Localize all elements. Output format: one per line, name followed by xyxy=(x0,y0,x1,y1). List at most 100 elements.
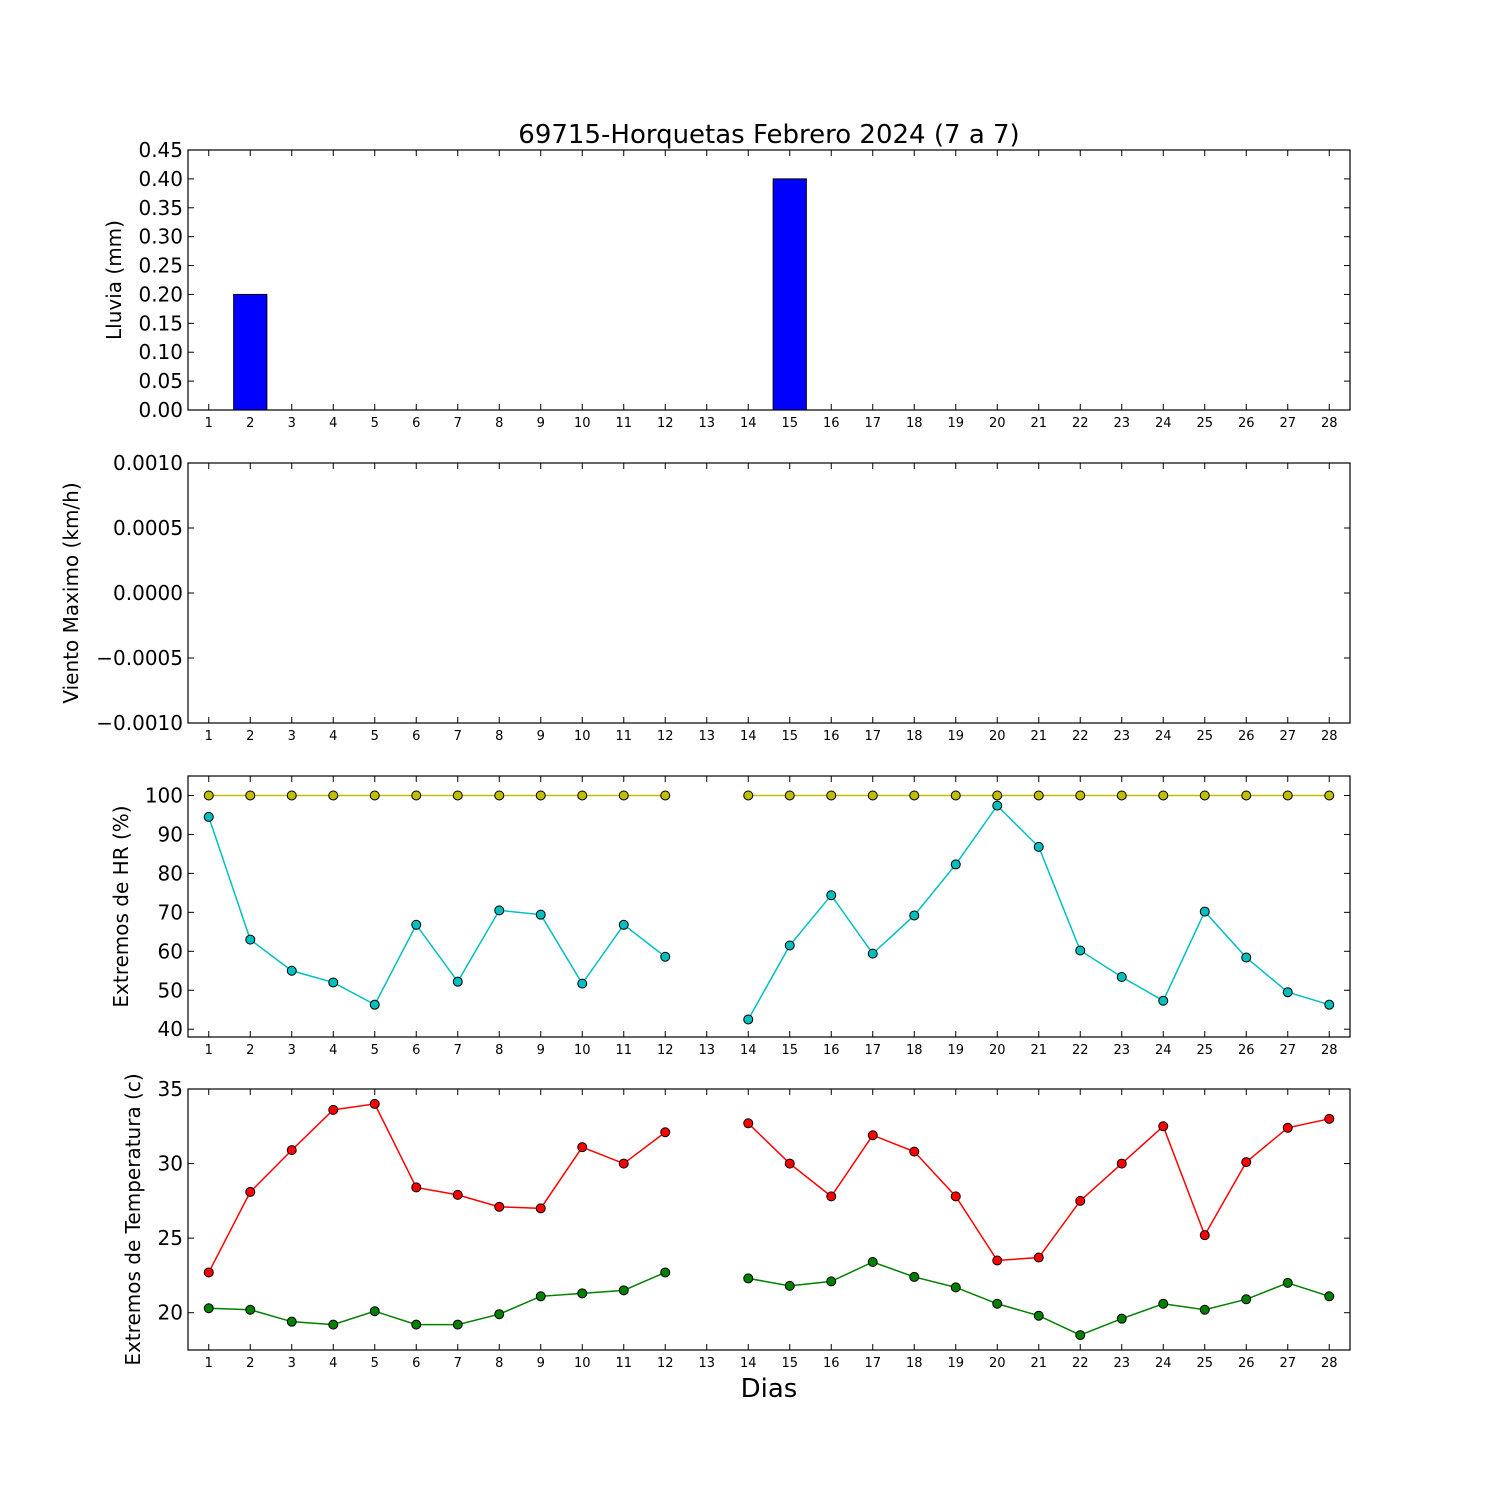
temp-min-point xyxy=(1116,1313,1127,1324)
hr-max-point xyxy=(826,790,837,801)
x-tick-label: 4 xyxy=(329,1043,337,1058)
x-tick-label: 6 xyxy=(412,416,420,431)
temp-max-point xyxy=(950,1191,961,1202)
x-tick-label: 9 xyxy=(537,416,545,431)
y-tick-label: 100 xyxy=(145,783,183,807)
hr-min-point xyxy=(992,800,1003,811)
hr-max-point xyxy=(328,790,339,801)
x-tick-label: 9 xyxy=(537,1043,545,1058)
temp-max-point xyxy=(203,1267,214,1278)
hr-max-point xyxy=(1075,790,1086,801)
y-tick-label: 0.0000 xyxy=(113,581,183,605)
x-tick-label: 2 xyxy=(246,416,254,431)
x-tick-label: 24 xyxy=(1155,1043,1172,1058)
x-tick-label: 23 xyxy=(1113,729,1130,744)
x-tick-label: 13 xyxy=(698,416,715,431)
temp-max-point xyxy=(743,1118,754,1129)
y-tick-label: 70 xyxy=(158,900,183,924)
y-axis-label: Lluvia (mm) xyxy=(102,220,126,340)
y-tick-label: 60 xyxy=(158,939,183,963)
x-tick-label: 20 xyxy=(989,1356,1006,1371)
hr-min-point xyxy=(1199,906,1210,917)
hr-max-point xyxy=(743,790,754,801)
x-tick-label: 7 xyxy=(454,1356,462,1371)
x-tick-label: 8 xyxy=(495,729,503,744)
y-tick-label: 80 xyxy=(158,861,183,885)
x-axis-label: Dias xyxy=(741,1374,798,1404)
temp-min-point xyxy=(660,1267,671,1278)
x-tick-label: 11 xyxy=(615,416,632,431)
x-tick-label: 16 xyxy=(823,416,840,431)
x-tick-label: 25 xyxy=(1196,729,1213,744)
x-tick-label: 4 xyxy=(329,1356,337,1371)
temp-max-point xyxy=(286,1145,297,1156)
temp-max-point xyxy=(245,1186,256,1197)
hr-max-point xyxy=(950,790,961,801)
temp-min-point xyxy=(203,1303,214,1314)
x-tick-label: 16 xyxy=(823,1043,840,1058)
temp-max-point xyxy=(328,1104,339,1115)
x-tick-label: 24 xyxy=(1155,416,1172,431)
panel-1: 0.00 0.05 0.10 0.15 0.20 0.25 0.30 0.35 0.40 0.45… xyxy=(102,138,1351,431)
hr-min-point xyxy=(328,977,339,988)
temp-min-point xyxy=(618,1285,629,1296)
temp-max-point xyxy=(618,1158,629,1169)
temp-min-point xyxy=(245,1304,256,1315)
x-tick-label: 21 xyxy=(1030,1043,1047,1058)
y-tick-label: 0.20 xyxy=(138,282,183,306)
hr-min-point xyxy=(1033,841,1044,852)
x-tick-label: 22 xyxy=(1072,729,1089,744)
x-tick-label: 2 xyxy=(246,1043,254,1058)
y-tick-label: 90 xyxy=(158,822,183,846)
x-tick-label: 20 xyxy=(989,729,1006,744)
temp-max-point xyxy=(1282,1122,1293,1133)
temp-max-point xyxy=(1116,1158,1127,1169)
x-tick-label: 10 xyxy=(574,416,591,431)
temp-max-point xyxy=(909,1146,920,1157)
hr-min-point xyxy=(245,934,256,945)
x-tick-label: 1 xyxy=(205,416,213,431)
hr-max-point xyxy=(1199,790,1210,801)
hr-min-point xyxy=(286,965,297,976)
x-tick-label: 26 xyxy=(1238,416,1255,431)
x-tick-label: 10 xyxy=(574,1043,591,1058)
temp-min-point xyxy=(1158,1298,1169,1309)
hr-min-point xyxy=(1241,952,1252,963)
x-tick-label: 6 xyxy=(412,1043,420,1058)
x-tick-label: 23 xyxy=(1113,416,1130,431)
x-tick-label: 12 xyxy=(657,1356,674,1371)
hr-min-point xyxy=(1116,972,1127,983)
x-tick-label: 21 xyxy=(1030,729,1047,744)
plot-frame xyxy=(187,149,1351,411)
x-tick-label: 2 xyxy=(246,1356,254,1371)
temp-min-point xyxy=(328,1319,339,1330)
temp-min-point xyxy=(535,1291,546,1302)
hr-max-point xyxy=(1033,790,1044,801)
x-tick-label: 21 xyxy=(1030,416,1047,431)
plot-frame xyxy=(187,1088,1351,1351)
x-tick-label: 13 xyxy=(698,1356,715,1371)
x-tick-label: 11 xyxy=(615,1356,632,1371)
hr-max-point xyxy=(1158,790,1169,801)
x-tick-label: 10 xyxy=(574,1356,591,1371)
x-tick-label: 3 xyxy=(288,416,296,431)
temp-min-point xyxy=(411,1319,422,1330)
x-tick-label: 9 xyxy=(537,729,545,744)
temp-min-point xyxy=(867,1257,878,1268)
y-tick-label: 0.10 xyxy=(138,340,183,364)
hr-max-point xyxy=(245,790,256,801)
hr-min-point xyxy=(535,909,546,920)
x-tick-label: 21 xyxy=(1030,1356,1047,1371)
hr-min-point xyxy=(494,905,505,916)
hr-min-point xyxy=(411,919,422,930)
x-tick-label: 18 xyxy=(906,729,923,744)
x-tick-label: 26 xyxy=(1238,1356,1255,1371)
y-tick-label: 0.25 xyxy=(138,254,183,278)
temp-max-point xyxy=(867,1130,878,1141)
hr-min-point xyxy=(618,919,629,930)
hr-max-point xyxy=(992,790,1003,801)
x-tick-label: 7 xyxy=(454,1043,462,1058)
x-tick-label: 19 xyxy=(947,729,964,744)
y-axis-label: Extremos de Temperatura (c) xyxy=(121,1073,145,1365)
